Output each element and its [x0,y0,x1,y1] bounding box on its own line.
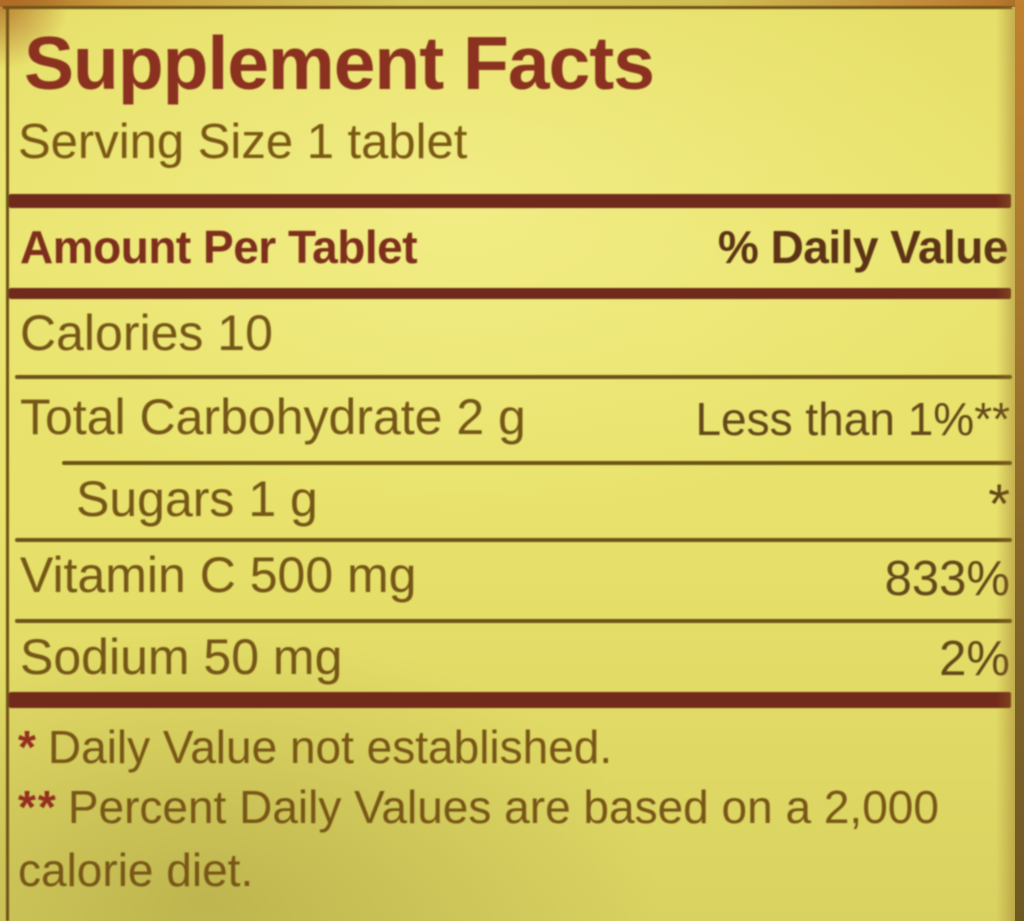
thin-divider-3 [15,538,1012,542]
thick-divider-2 [9,288,1011,299]
nutrient-value-sugars: * [988,470,1010,537]
thick-divider-1 [9,194,1011,208]
photo-top-left-corner [0,0,70,70]
thin-divider-4 [15,619,1012,623]
photo-right-edge [1015,0,1024,921]
daily-value-header: % Daily Value [717,221,1009,273]
panel-border-left [6,6,9,921]
thin-divider-1 [15,375,1012,379]
photo-top-edge [0,0,1024,7]
nutrient-name-sodium: Sodium 50 mg [20,629,343,685]
nutrient-name-vitamin-c: Vitamin C 500 mg [20,547,417,603]
photo-right-shadow [996,0,1016,921]
footnote-asterisk-marker: * [18,721,38,773]
nutrient-name-calories: Calories 10 [20,305,273,361]
thick-divider-3 [9,692,1011,708]
serving-size: Serving Size 1 tablet [18,115,468,169]
footnote-percent-daily-values: ** Percent Daily Values are based on a 2,… [18,776,1018,902]
footnote-double-asterisk-marker: ** [18,781,58,833]
nutrient-name-sugars: Sugars 1 g [76,471,318,527]
nutrient-value-vitamin-c: 833% [884,552,1010,606]
panel-title: Supplement Facts [24,21,655,105]
nutrient-value-sodium: 2% [939,632,1010,686]
panel-border-top [3,6,1012,9]
footnote-percent-daily-values-text: Percent Daily Values are based on a 2,00… [18,781,939,896]
amount-per-tablet-header: Amount Per Tablet [20,221,418,273]
footnote-daily-value: * Daily Value not established. [18,716,1018,779]
nutrient-value-total-carbohydrate: Less than 1%** [695,393,1010,445]
thin-divider-2-indented [62,461,1012,465]
footnote-daily-value-text: Daily Value not established. [47,721,613,773]
nutrient-name-total-carbohydrate: Total Carbohydrate 2 g [20,389,526,445]
